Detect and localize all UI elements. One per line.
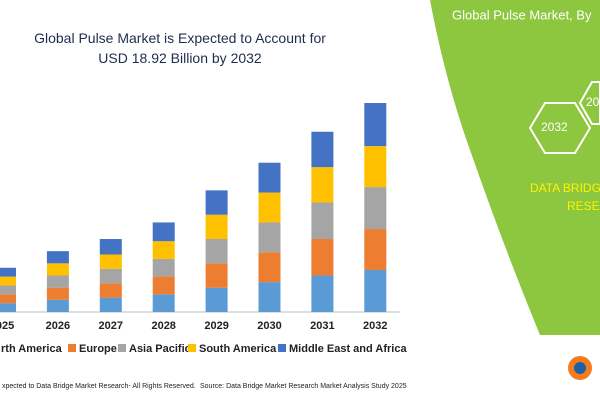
footer-left: xpected to Data Bridge Market Research- … [2, 383, 196, 390]
legend-swatch [118, 344, 126, 352]
logo [574, 362, 586, 374]
bar-segment [258, 222, 281, 253]
legend-label: Middle East and Africa [289, 343, 407, 355]
bar-segment [152, 276, 175, 295]
x-tick-label: 025 [0, 320, 14, 332]
bar-segment [311, 202, 334, 240]
bar-segment [0, 294, 16, 304]
bar-segment [364, 103, 387, 147]
bar-segment [0, 276, 16, 286]
bar-segment [99, 297, 122, 312]
brand-text: RESEA [567, 199, 600, 213]
bar-segment [46, 299, 69, 312]
bar-segment [258, 282, 281, 312]
bar-segment [205, 287, 228, 312]
bar-segment [311, 239, 334, 276]
legend-swatch [188, 344, 196, 352]
bar-segment [99, 254, 122, 269]
bar-segment [152, 222, 175, 242]
bar-segment [99, 268, 122, 284]
bar-segment [311, 131, 334, 168]
x-tick-label: 2027 [99, 320, 123, 332]
legend-label: Europe [79, 343, 117, 355]
side-panel [430, 0, 600, 335]
bar-segment [46, 287, 69, 300]
bar-segment [311, 275, 334, 312]
bar-segment [46, 263, 69, 276]
bar-segment [46, 275, 69, 288]
chart-title: Global Pulse Market is Expected to Accou… [34, 30, 326, 66]
bar-segment [258, 252, 281, 283]
hexagon [578, 81, 600, 125]
legend-swatch [68, 344, 76, 352]
legend-label: Asia Pacific [129, 343, 191, 355]
bar-segment [99, 239, 122, 255]
footer-right: Source: Data Bridge Market Research Mark… [200, 383, 407, 390]
bar-segment [205, 263, 228, 288]
bar-segment [205, 190, 228, 215]
bar-segment [364, 146, 387, 188]
bar-segment [258, 162, 281, 193]
hexagon-label: 2032 [541, 120, 568, 134]
bar-segment [258, 192, 281, 223]
x-tick-label: 2026 [46, 320, 70, 332]
bar-segment [0, 285, 16, 295]
bar-segment [0, 267, 16, 277]
title-box: Global Pulse Market is Expected to Accou… [34, 30, 326, 66]
bar-segment [364, 187, 387, 230]
bar-segment [311, 167, 334, 203]
bar-segment [205, 239, 228, 264]
x-tick-label: 2030 [257, 320, 281, 332]
bar-segment [364, 269, 387, 312]
x-tick-label: 2032 [363, 320, 387, 332]
x-tick-label: 2028 [151, 320, 175, 332]
bar-segment [152, 258, 175, 277]
legend-label: South America [199, 343, 277, 355]
brand-text: DATA BRIDG [530, 181, 600, 195]
legend-label: rth America [1, 343, 63, 355]
x-tick-label: 2029 [204, 320, 228, 332]
bar-segment [152, 294, 175, 312]
hexagon [528, 102, 592, 154]
bar-segment [99, 283, 122, 298]
side-title: Global Pulse Market, By [452, 7, 592, 22]
x-tick-label: 2031 [310, 320, 334, 332]
bar-segment [46, 251, 69, 264]
bar-segment [0, 303, 16, 312]
legend-swatch [278, 344, 286, 352]
bar-segment [364, 229, 387, 270]
bar-segment [152, 241, 175, 259]
hexagon-label: 20 [586, 95, 600, 109]
bar-segment [205, 214, 228, 240]
